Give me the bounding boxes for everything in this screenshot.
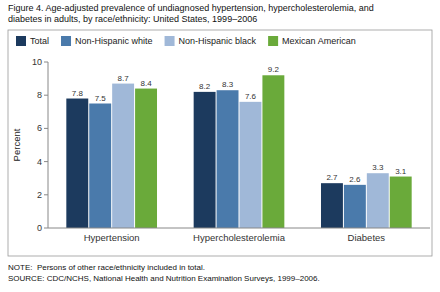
bar	[344, 185, 366, 228]
data-labels: 7.8 7.5 8.7 8.4 8.2 8.3 7.6 9.2 2.7 2.6 3.3 3.1	[72, 65, 407, 184]
x-tick-label: Diabetes	[348, 232, 386, 243]
y-tick	[44, 161, 48, 162]
frame-box	[8, 30, 432, 256]
y-axis-line	[48, 62, 49, 228]
bar	[321, 183, 343, 228]
data-label: 7.5	[95, 94, 107, 103]
y-tick	[44, 228, 48, 229]
x-axis-line	[48, 228, 430, 229]
note: SOURCE: CDC/NCHS, National Health and Nu…	[8, 274, 320, 283]
legend-swatch	[61, 36, 71, 46]
y-tick	[44, 62, 48, 63]
y-axis-label: Percent	[11, 128, 22, 161]
bar	[262, 75, 284, 228]
bar	[240, 102, 262, 228]
data-label: 8.3	[222, 80, 234, 89]
y-tick-label: 6	[37, 123, 42, 133]
y-tick-label: 4	[37, 157, 42, 167]
legend-swatch	[165, 36, 175, 46]
bar	[367, 173, 389, 228]
bar	[66, 99, 88, 228]
bar	[194, 92, 216, 228]
data-label: 7.6	[245, 92, 257, 101]
y-tick	[44, 128, 48, 129]
data-label: 3.3	[372, 163, 384, 172]
legend-label: Non-Hispanic black	[179, 36, 257, 46]
y-tick-label: 2	[37, 190, 42, 200]
data-label: 8.7	[118, 74, 130, 83]
bar	[135, 89, 157, 228]
chart-container: Figure 4. Age-adjusted prevalence of und…	[0, 0, 440, 292]
note: NOTE: Persons of other race/ethnicity in…	[8, 263, 205, 272]
bar	[390, 177, 412, 228]
bar	[217, 90, 239, 228]
legend-label: Total	[30, 36, 49, 46]
legend-label: Mexican American	[282, 36, 356, 46]
title: Figure 4. Age-adjusted prevalence of und…	[8, 3, 374, 13]
legend-swatch	[16, 36, 26, 46]
bars	[66, 75, 411, 228]
y-tick	[44, 95, 48, 96]
x-tick-label: Hypertension	[84, 232, 140, 243]
data-label: 9.2	[268, 65, 280, 74]
x-tick-label: Hypercholesterolemia	[193, 232, 286, 243]
chart: Figure 4. Age-adjusted prevalence of und…	[0, 0, 440, 292]
legend: Total Non-Hispanic white Non-Hispanic blac…	[16, 36, 356, 46]
y-tick	[44, 194, 48, 195]
data-label: 2.6	[349, 175, 361, 184]
data-label: 7.8	[72, 89, 84, 98]
legend-swatch	[268, 36, 278, 46]
data-label: 3.1	[395, 167, 407, 176]
title: diabetes in adults, by race/ethnicity: U…	[8, 14, 257, 24]
y-tick-label: 10	[32, 57, 42, 67]
data-label: 8.4	[140, 79, 152, 88]
data-label: 8.2	[199, 82, 211, 91]
legend-label: Non-Hispanic white	[75, 36, 153, 46]
data-label: 2.7	[326, 173, 338, 182]
bar	[112, 84, 134, 228]
axes: 0 2 4 6 8 10 Percent Hypertension Hypercholester…	[11, 57, 385, 243]
y-tick-label: 8	[37, 90, 42, 100]
bar	[89, 104, 111, 229]
background	[0, 0, 440, 292]
y-tick-label: 0	[37, 223, 42, 233]
